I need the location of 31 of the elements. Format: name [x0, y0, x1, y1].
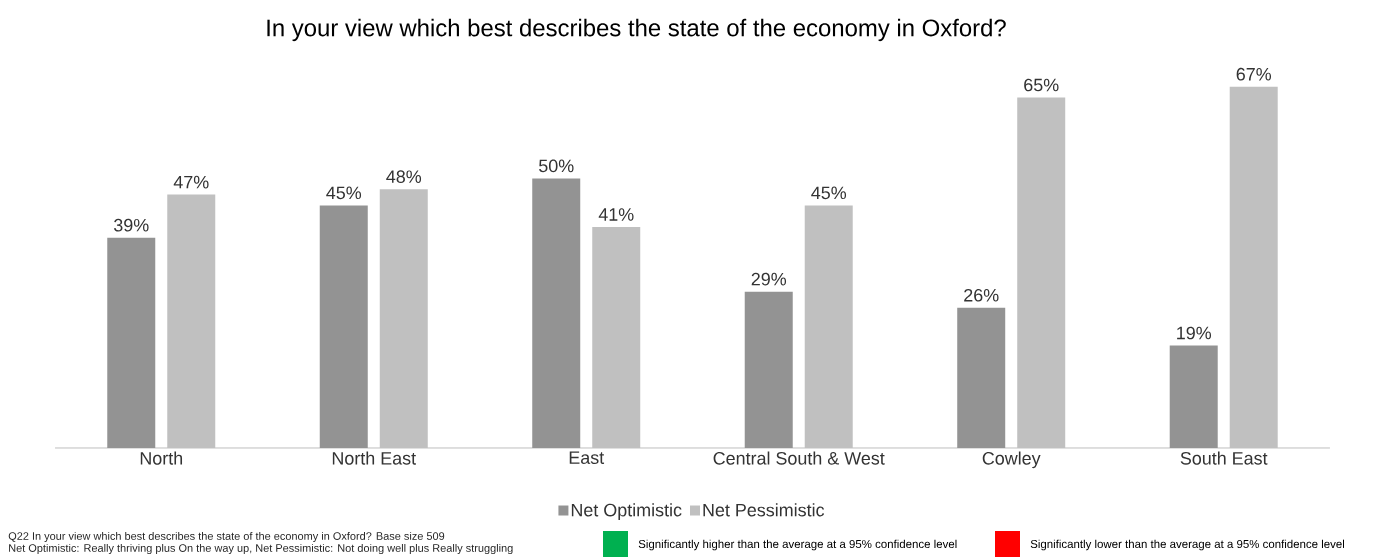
text: Q22 In your view which best describes the state of the economy in Oxford? Base size 509	[8, 531, 445, 543]
text: Net Optimistic: Really thriving plus On the way up, Net Pessimistic: Not doing well plus Really struggling	[9, 543, 513, 555]
x-tick-label: North East	[332, 451, 416, 465]
chart-title: In your view which best describes the state of the economy in Oxford?	[267, 18, 1006, 42]
bar	[744, 291, 793, 448]
x-tick-label: South East	[1180, 451, 1268, 465]
data-label: 19%	[1177, 326, 1212, 340]
legend-label: Net Pessimistic	[703, 503, 825, 517]
data-label: 65%	[1024, 78, 1059, 92]
text: Significantly lower than the average at a 95% confidence level	[1030, 539, 1345, 551]
data-label: 26%	[964, 288, 999, 302]
legend-label: Net Optimistic	[571, 503, 682, 520]
data-label: 29%	[751, 272, 787, 286]
bar	[957, 307, 1006, 448]
data-label: 45%	[811, 186, 847, 200]
bar	[107, 237, 156, 448]
x-tick-label: Central South & West	[713, 451, 885, 465]
x-tick-label: Cowley	[982, 451, 1041, 469]
x-tick-label: North	[140, 451, 183, 465]
data-label: 45%	[326, 186, 362, 200]
bar	[532, 178, 581, 448]
bar	[319, 205, 368, 448]
x-tick-label: East	[569, 451, 605, 465]
data-label: 48%	[386, 170, 422, 184]
data-label: 50%	[539, 159, 574, 173]
data-label: 41%	[598, 208, 634, 221]
data-label: 67%	[1236, 67, 1272, 81]
data-label: 47%	[173, 175, 209, 189]
text: Significantly higher than the average at a 95% confidence level	[638, 539, 957, 551]
bar	[1169, 345, 1218, 448]
data-label: 39%	[114, 218, 149, 232]
